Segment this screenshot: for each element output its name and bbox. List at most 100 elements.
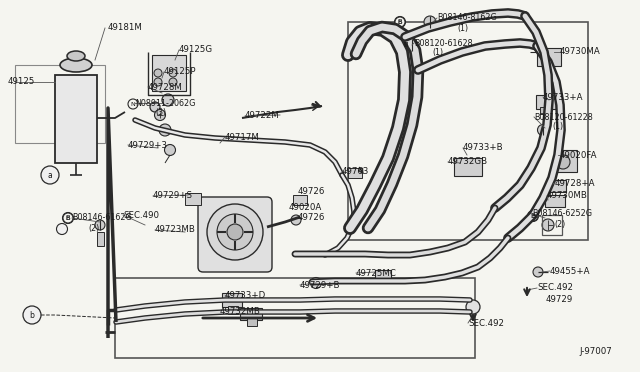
Text: 49726: 49726 bbox=[298, 214, 325, 222]
Circle shape bbox=[401, 40, 411, 50]
Circle shape bbox=[527, 211, 538, 221]
Text: B08146-6162G: B08146-6162G bbox=[72, 214, 132, 222]
Bar bbox=[185, 193, 201, 205]
Bar bbox=[555, 150, 577, 172]
Text: B: B bbox=[397, 19, 403, 25]
Text: B: B bbox=[66, 215, 70, 221]
Circle shape bbox=[424, 16, 436, 28]
Text: 49717M: 49717M bbox=[225, 132, 260, 141]
Circle shape bbox=[150, 102, 160, 112]
Text: 49020A: 49020A bbox=[289, 202, 323, 212]
Bar bbox=[375, 270, 391, 282]
Text: B: B bbox=[404, 42, 408, 48]
Circle shape bbox=[395, 17, 405, 27]
Circle shape bbox=[56, 224, 67, 234]
Text: a: a bbox=[47, 170, 52, 180]
Text: SEC.492: SEC.492 bbox=[537, 283, 573, 292]
Text: 49732MB: 49732MB bbox=[220, 307, 261, 315]
Circle shape bbox=[207, 204, 263, 260]
Text: B: B bbox=[531, 213, 536, 219]
Text: B08146-8162G: B08146-8162G bbox=[437, 13, 497, 22]
Circle shape bbox=[169, 69, 177, 77]
Circle shape bbox=[538, 125, 548, 135]
Circle shape bbox=[63, 213, 73, 223]
Text: 49729+S: 49729+S bbox=[153, 192, 193, 201]
Bar bbox=[545, 195, 565, 207]
Bar bbox=[228, 306, 238, 314]
Bar bbox=[348, 22, 588, 240]
Text: (1): (1) bbox=[552, 122, 563, 131]
Circle shape bbox=[154, 78, 162, 86]
Bar bbox=[540, 107, 550, 114]
Text: J-97007: J-97007 bbox=[579, 347, 612, 356]
Text: 49125G: 49125G bbox=[179, 45, 213, 55]
Bar bbox=[247, 318, 257, 326]
Circle shape bbox=[154, 69, 162, 77]
Circle shape bbox=[556, 155, 570, 169]
Bar bbox=[454, 158, 482, 176]
Bar bbox=[97, 232, 104, 246]
Circle shape bbox=[154, 109, 166, 121]
Circle shape bbox=[528, 211, 538, 221]
Circle shape bbox=[310, 278, 321, 289]
Text: 49763: 49763 bbox=[342, 167, 369, 176]
Text: 49728M: 49728M bbox=[148, 83, 183, 92]
Text: B: B bbox=[531, 214, 535, 218]
Circle shape bbox=[63, 212, 74, 224]
Text: B08146-6252G: B08146-6252G bbox=[532, 209, 592, 218]
Text: 49729+B: 49729+B bbox=[300, 280, 340, 289]
Text: 49726: 49726 bbox=[298, 187, 325, 196]
Text: b: b bbox=[29, 311, 35, 320]
Bar bbox=[115, 278, 475, 358]
Bar bbox=[348, 168, 362, 178]
Text: 49733+D: 49733+D bbox=[225, 292, 266, 301]
Bar bbox=[548, 180, 566, 192]
Bar bbox=[15, 65, 105, 143]
Text: 49728+A: 49728+A bbox=[555, 179, 595, 187]
Circle shape bbox=[542, 219, 554, 231]
Text: (1): (1) bbox=[457, 23, 468, 32]
Text: (1): (1) bbox=[432, 48, 443, 58]
Bar bbox=[222, 293, 242, 307]
Bar bbox=[55, 75, 97, 163]
Text: 49455+A: 49455+A bbox=[550, 266, 591, 276]
Text: B08120-61228: B08120-61228 bbox=[534, 112, 593, 122]
Text: 49125P: 49125P bbox=[164, 67, 196, 77]
Text: 49733+A: 49733+A bbox=[543, 93, 584, 102]
Bar bbox=[542, 215, 562, 235]
Text: 49125: 49125 bbox=[8, 77, 35, 87]
Circle shape bbox=[164, 144, 175, 155]
Text: 49729: 49729 bbox=[546, 295, 573, 305]
Text: 49733+B: 49733+B bbox=[463, 144, 504, 153]
Text: B: B bbox=[66, 215, 70, 221]
Circle shape bbox=[227, 224, 243, 240]
Text: 49729+3: 49729+3 bbox=[128, 141, 168, 150]
Circle shape bbox=[95, 220, 105, 230]
Text: (2): (2) bbox=[88, 224, 99, 234]
Text: 49722M: 49722M bbox=[245, 112, 280, 121]
Bar bbox=[537, 48, 561, 66]
Bar bbox=[536, 95, 556, 109]
Circle shape bbox=[217, 214, 253, 250]
Circle shape bbox=[291, 215, 301, 225]
Text: 49730MB: 49730MB bbox=[547, 192, 588, 201]
Circle shape bbox=[401, 39, 412, 51]
Bar bbox=[293, 195, 307, 205]
Bar bbox=[240, 308, 262, 320]
Text: (2): (2) bbox=[554, 219, 565, 228]
Circle shape bbox=[169, 78, 177, 86]
Text: 49730MA: 49730MA bbox=[560, 48, 601, 57]
Ellipse shape bbox=[67, 51, 85, 61]
Text: 49723MB: 49723MB bbox=[155, 225, 196, 234]
Circle shape bbox=[41, 166, 59, 184]
Text: 49732GB: 49732GB bbox=[448, 157, 488, 167]
Circle shape bbox=[466, 300, 480, 314]
Circle shape bbox=[406, 39, 418, 51]
Circle shape bbox=[162, 94, 174, 106]
Text: B08120-61628: B08120-61628 bbox=[414, 38, 472, 48]
Circle shape bbox=[23, 306, 41, 324]
Text: SEC.490: SEC.490 bbox=[123, 211, 159, 219]
Text: SEC.492: SEC.492 bbox=[468, 318, 504, 327]
Text: N: N bbox=[131, 102, 136, 106]
Circle shape bbox=[159, 124, 171, 136]
